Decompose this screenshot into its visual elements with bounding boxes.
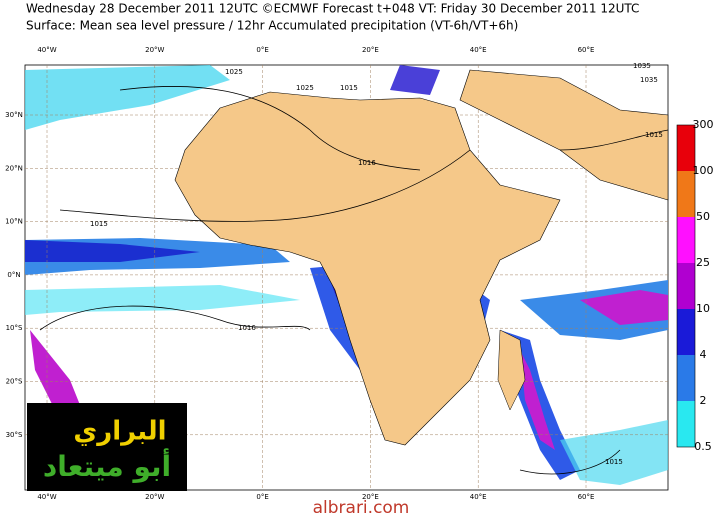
legend-swatch (677, 217, 695, 263)
lon-label-top: 0°E (256, 46, 268, 54)
legend-label: 25 (696, 256, 710, 269)
lon-label-bottom: 20°W (145, 493, 164, 501)
isobar-label: 1025 (225, 68, 243, 76)
legend-label: 100 (693, 164, 714, 177)
isobar-label: 1015 (340, 84, 358, 92)
lat-label: 10°N (5, 218, 23, 226)
lon-label-top: 20°W (145, 46, 164, 54)
isobars (39, 86, 669, 475)
lon-label-bottom: 20°E (362, 493, 379, 501)
legend-label: 0.5 (694, 440, 712, 453)
header-line2: Surface: Mean sea level pressure / 12hr … (26, 19, 518, 33)
isobar-label: 1016 (238, 324, 256, 332)
lat-label: 10°S (6, 324, 23, 332)
arabia (459, 69, 669, 201)
legend-swatch (677, 125, 695, 171)
lon-label-top: 20°E (362, 46, 379, 54)
isobar-label: 1015 (90, 220, 108, 228)
isobar-label: 1035 (633, 62, 651, 70)
lat-label: 30°S (6, 431, 23, 439)
lon-label-top: 40°W (37, 46, 56, 54)
lon-label-bottom: 40°W (37, 493, 56, 501)
isobar-label: 1015 (605, 458, 623, 466)
lat-label: 0°N (7, 271, 20, 279)
legend-swatch (677, 355, 695, 401)
lat-label: 20°N (5, 164, 23, 172)
watermark-line2: أبو ميتعاد (43, 448, 171, 483)
legend-swatch (677, 401, 695, 447)
lon-label-bottom: 0°E (256, 493, 268, 501)
legend-label: 10 (696, 302, 710, 315)
lon-label-top: 60°E (578, 46, 595, 54)
watermark-line1: البراري (73, 417, 166, 447)
africa (174, 91, 561, 446)
legend-label: 4 (700, 348, 707, 361)
legend-swatch (677, 309, 695, 355)
lon-label-top: 40°E (470, 46, 487, 54)
legend-swatch (677, 171, 695, 217)
isobar-label: 1035 (640, 76, 658, 84)
legend-label: 300 (693, 118, 714, 131)
legend-label: 2 (700, 394, 707, 407)
watermark-box (27, 403, 187, 491)
lat-label: 20°S (6, 378, 23, 386)
lon-label-bottom: 60°E (578, 493, 595, 501)
legend-swatch (677, 263, 695, 309)
isobar-label: 1025 (296, 84, 314, 92)
footer: albrari.com (313, 498, 410, 518)
header-line1: Wednesday 28 December 2011 12UTC ©ECMWF … (26, 2, 639, 16)
isobar-label: 1015 (645, 131, 663, 139)
lat-label: 30°N (5, 111, 23, 119)
legend-frame (676, 124, 696, 448)
lon-label-bottom: 40°E (470, 493, 487, 501)
isobar-label: 1016 (358, 159, 376, 167)
legend-label: 50 (696, 210, 710, 223)
madagascar (497, 329, 526, 411)
